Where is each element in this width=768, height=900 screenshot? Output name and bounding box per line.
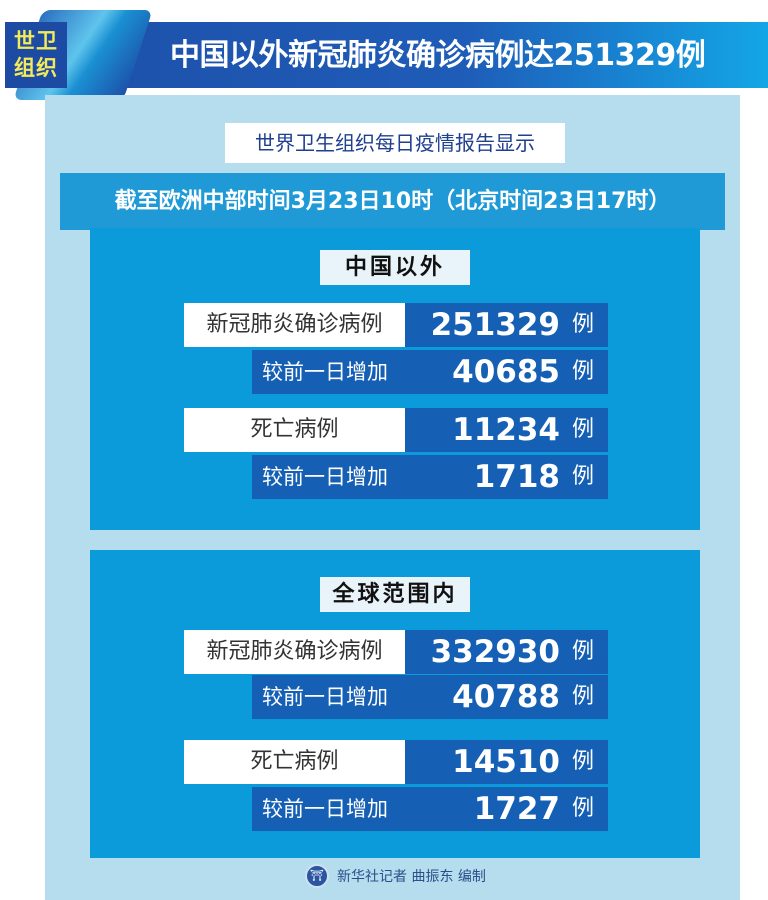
unit-label: 例 <box>571 417 594 442</box>
deaths-row-label: 死亡病例 <box>184 740 405 784</box>
xinhua-logo-icon: ⛩ <box>305 864 329 888</box>
deaths-increase-row: 较前一日增加 1718 例 <box>252 455 608 499</box>
unit-label: 例 <box>571 796 594 821</box>
deaths-increase-row-value: 1727 <box>473 791 560 827</box>
confirmed-row-label: 新冠肺炎确诊病例 <box>184 303 405 347</box>
confirmed-increase-row-label: 较前一日增加 <box>262 685 388 709</box>
confirmed-increase-row-value: 40788 <box>452 679 560 715</box>
deaths-increase-row: 较前一日增加 1727 例 <box>252 787 608 831</box>
deaths-row-value: 11234 <box>452 412 560 448</box>
confirmed-row-value: 332930 <box>430 634 560 670</box>
confirmed-row-value-box: 332930 例 <box>405 630 608 674</box>
subtitle: 世界卫生组织每日疫情报告显示 <box>225 123 565 163</box>
deaths-row-value-box: 14510 例 <box>405 740 608 784</box>
footer: ⛩ 新华社记者 曲振东 编制 <box>305 864 486 888</box>
confirmed-increase-row: 较前一日增加 40685 例 <box>252 350 608 394</box>
unit-label: 例 <box>571 359 594 384</box>
section-label: 中国以外 <box>320 250 470 285</box>
deaths-increase-row-label: 较前一日增加 <box>262 465 388 489</box>
page-title: 中国以外新冠肺炎确诊病例达251329例 <box>170 38 706 73</box>
deaths-row-value-box: 11234 例 <box>405 408 608 452</box>
unit-label: 例 <box>571 639 594 664</box>
who-badge: 世卫 组织 <box>5 22 67 88</box>
section-label: 全球范围内 <box>320 577 470 612</box>
deaths-increase-row-label: 较前一日增加 <box>262 797 388 821</box>
unit-label: 例 <box>571 464 594 489</box>
badge-line2: 组织 <box>14 56 58 80</box>
confirmed-row-value-box: 251329 例 <box>405 303 608 347</box>
deaths-increase-row-value: 1718 <box>473 459 560 495</box>
time-note: 截至欧洲中部时间3月23日10时（北京时间23日17时） <box>60 173 725 230</box>
confirmed-increase-row-label: 较前一日增加 <box>262 360 388 384</box>
confirmed-row-value: 251329 <box>430 307 560 343</box>
unit-label: 例 <box>571 684 594 709</box>
confirmed-row-label: 新冠肺炎确诊病例 <box>184 630 405 674</box>
confirmed-increase-row-value: 40685 <box>452 354 560 390</box>
unit-label: 例 <box>571 312 594 337</box>
confirmed-increase-row: 较前一日增加 40788 例 <box>252 675 608 719</box>
deaths-row-label: 死亡病例 <box>184 408 405 452</box>
unit-label: 例 <box>571 749 594 774</box>
deaths-row-value: 14510 <box>452 744 560 780</box>
badge-line1: 世卫 <box>14 29 58 53</box>
footer-credit: 新华社记者 曲振东 编制 <box>337 869 486 885</box>
